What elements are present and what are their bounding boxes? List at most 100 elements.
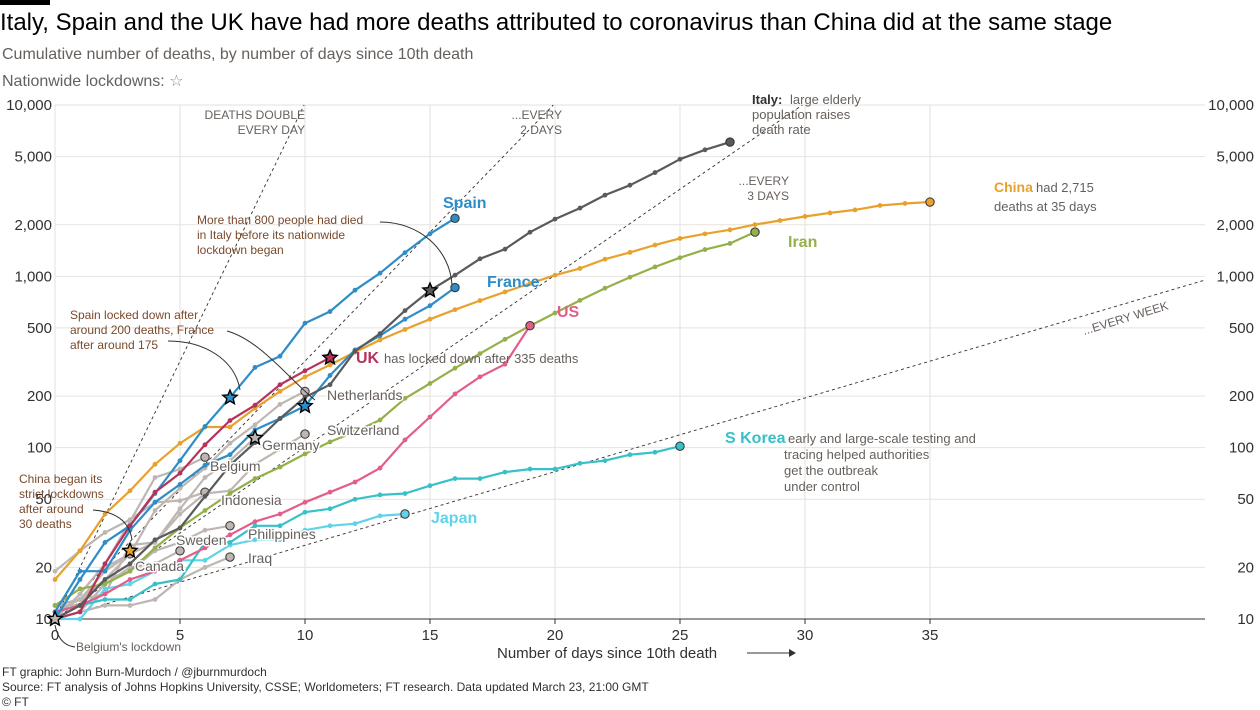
series-label-spain: Spain — [443, 195, 487, 212]
x-tick-label: 5 — [176, 627, 184, 644]
data-point-china — [102, 511, 108, 517]
data-point-indonesia — [102, 530, 108, 535]
annotation-china-lockdown: after around — [19, 502, 84, 516]
series-line-iraq — [54, 555, 231, 621]
data-point-netherlands — [252, 422, 258, 428]
reference-label: 2 DAYS — [520, 123, 562, 137]
data-point-china — [502, 289, 508, 295]
data-point-china — [152, 461, 158, 467]
data-point-sweden — [152, 561, 158, 567]
series-label-iran: Iran — [788, 234, 817, 251]
y-tick-label-right: 5,000 — [1216, 149, 1254, 166]
data-point-italy — [152, 537, 158, 543]
data-point-s-korea — [302, 509, 308, 515]
data-point-italy — [602, 192, 608, 198]
data-point-uk — [152, 489, 158, 495]
data-point-china — [277, 389, 283, 394]
data-point-switzerland — [177, 511, 183, 517]
data-point-iran — [652, 264, 658, 270]
data-point-s-korea — [252, 523, 258, 529]
annotation-uk: has locked down after 335 deaths — [384, 351, 579, 366]
data-point-switzerland — [252, 461, 258, 467]
data-point-china — [727, 227, 733, 233]
data-point-china — [427, 316, 433, 322]
series-line-china — [54, 200, 931, 581]
data-point-indonesia — [177, 498, 183, 504]
data-point-us — [277, 511, 283, 517]
data-point-spain — [77, 577, 83, 582]
series-label-france: France — [487, 274, 540, 291]
data-point-s-korea — [127, 597, 133, 602]
data-point-italy — [652, 170, 658, 175]
annotation-spain-france: around 200 deaths, France — [70, 323, 214, 337]
data-point-uk — [77, 609, 83, 615]
data-point-china — [902, 201, 908, 206]
series-label-skorea: S Korea — [725, 430, 786, 447]
data-point-netherlands — [277, 401, 283, 407]
data-point-uk — [302, 368, 308, 374]
data-point-s-korea — [352, 496, 358, 502]
data-point-uk — [202, 442, 208, 448]
data-point-s-korea — [277, 523, 283, 529]
x-tick-label: 0 — [51, 627, 59, 644]
reference-label: ...EVERY WEEK — [1081, 298, 1170, 337]
series-end-marker-switzerland — [300, 429, 310, 439]
reference-line — [54, 104, 305, 620]
y-tick-label-right: 50 — [1237, 491, 1254, 508]
annotation-connector — [167, 340, 241, 391]
data-point-germany — [202, 475, 208, 480]
annotation-spain-france: after around 175 — [70, 338, 158, 352]
data-point-philippines — [202, 527, 208, 533]
series-end-marker-iraq — [225, 552, 235, 562]
annotation-italy-lockdown: More than 800 people had died — [197, 213, 363, 227]
data-point-us — [352, 479, 358, 485]
data-point-germany — [177, 506, 183, 512]
data-point-s-korea — [227, 539, 233, 545]
annotation-connector — [92, 509, 133, 541]
data-point-italy — [127, 561, 133, 567]
series-end-marker-japan — [400, 509, 410, 519]
data-point-uk — [227, 418, 233, 423]
lockdown-star-france — [296, 396, 314, 414]
data-point-italy — [527, 229, 533, 235]
series-end-marker-france — [450, 282, 460, 293]
data-point-us — [202, 545, 208, 551]
chart-subtitle: Cumulative number of deaths, by number o… — [2, 46, 474, 63]
lockdown-star-spain — [221, 388, 239, 406]
data-point-s-korea — [177, 577, 183, 582]
data-point-us — [177, 557, 183, 563]
reference-label: EVERY DAY — [238, 123, 305, 137]
data-point-japan — [127, 581, 133, 587]
data-point-iran — [552, 310, 558, 316]
data-point-china — [127, 488, 133, 494]
lockdown-legend-label: Nationwide lockdowns: — [2, 73, 165, 90]
series-end-marker-s-korea — [675, 441, 685, 451]
data-point-iran — [702, 247, 708, 252]
data-point-china — [752, 222, 758, 228]
series-end-marker-iran — [750, 227, 760, 237]
footer-copyright: © FT — [2, 695, 29, 709]
y-tick-label: 10 — [35, 611, 52, 628]
annotation-china-lockdown: 30 deaths — [19, 517, 72, 531]
data-point-japan — [277, 537, 283, 543]
data-point-spain — [327, 309, 333, 314]
data-point-china — [527, 281, 533, 286]
data-point-s-korea — [202, 539, 208, 545]
data-point-s-korea — [652, 449, 658, 455]
data-point-iran — [727, 241, 733, 246]
data-point-s-korea — [577, 460, 583, 466]
data-point-iran — [302, 451, 308, 457]
series-end-marker-us — [525, 321, 535, 331]
data-point-italy — [502, 246, 508, 252]
data-point-japan — [102, 586, 108, 592]
data-point-china — [402, 327, 408, 332]
data-point-china — [627, 249, 633, 255]
data-point-iran — [602, 285, 608, 291]
data-point-us — [127, 577, 133, 582]
annotation-italy-lockdown: in Italy before its nationwide — [197, 228, 345, 242]
y-tick-label: 200 — [27, 388, 52, 405]
annotation-china: deaths at 35 days — [994, 199, 1097, 214]
data-point-netherlands — [177, 485, 183, 491]
data-point-us — [227, 532, 233, 538]
series-label-sweden: Sweden — [176, 532, 227, 548]
